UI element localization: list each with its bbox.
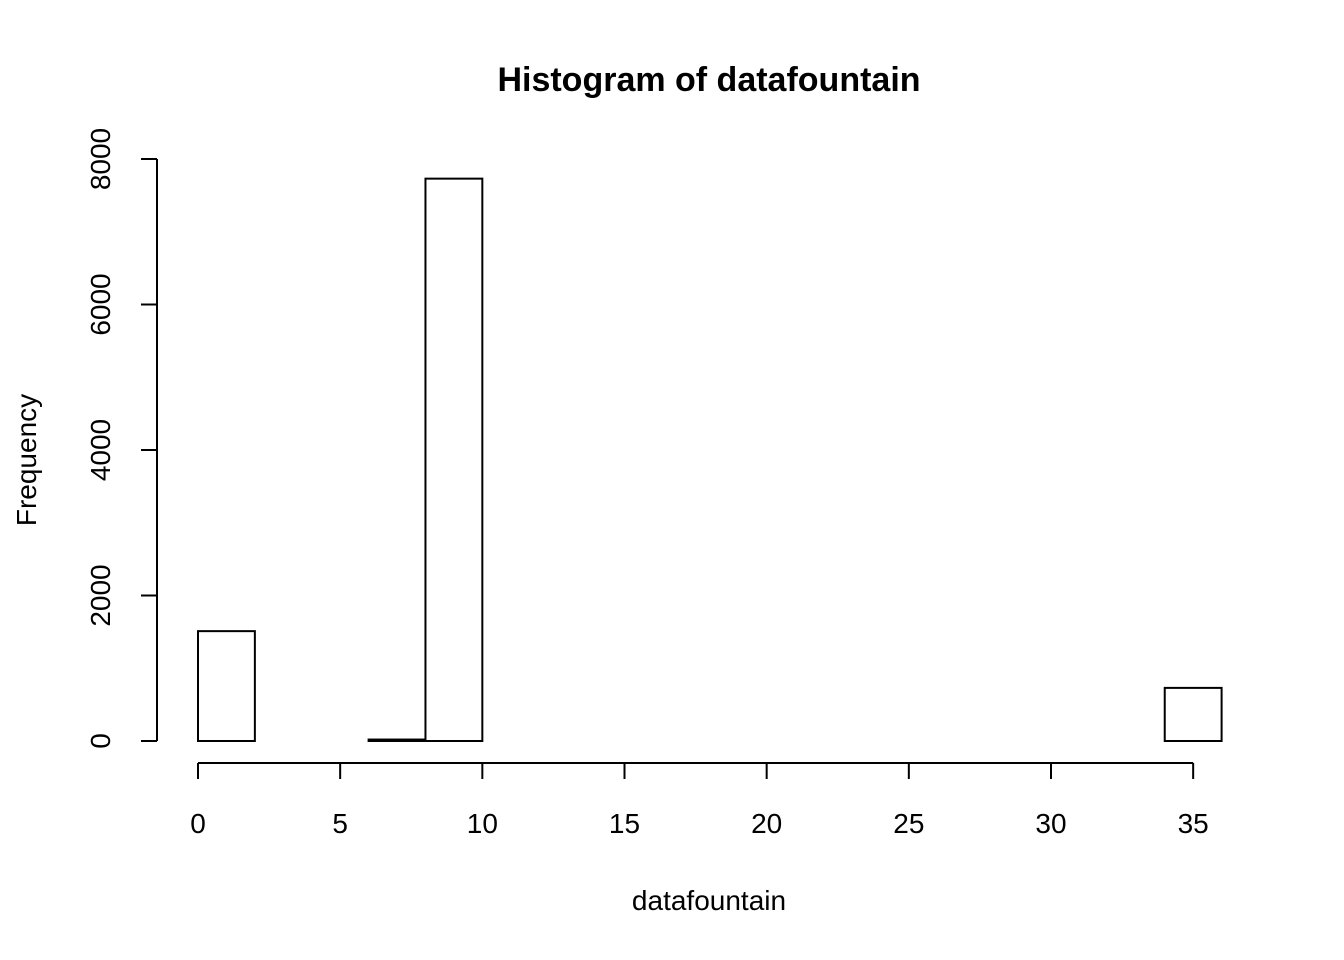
y-tick-label-2000: 2000 [85, 564, 116, 626]
x-tick-label-30: 30 [1035, 808, 1066, 839]
x-tick-label-25: 25 [893, 808, 924, 839]
x-axis: 0 5 10 15 20 25 30 35 [190, 762, 1209, 839]
histogram-bar-0 [197, 630, 256, 743]
histogram-bar-4 [424, 177, 484, 742]
y-axis-label: Frequency [11, 394, 42, 526]
histogram-bar-3 [367, 738, 427, 742]
x-tick-label-0: 0 [190, 808, 206, 839]
x-tick-label-20: 20 [751, 808, 782, 839]
x-tick-label-10: 10 [467, 808, 498, 839]
histogram-bars [197, 177, 1223, 743]
y-axis: 0 2000 4000 6000 8000 [85, 128, 158, 749]
x-tick-label-35: 35 [1178, 808, 1209, 839]
y-tick-label-8000: 8000 [85, 128, 116, 190]
y-tick-label-4000: 4000 [85, 419, 116, 481]
y-tick-label-6000: 6000 [85, 273, 116, 335]
x-tick-label-5: 5 [332, 808, 348, 839]
y-tick-label-0: 0 [85, 733, 116, 749]
x-tick-label-15: 15 [609, 808, 640, 839]
chart-title: Histogram of datafountain [497, 61, 920, 99]
histogram-bar-17 [1163, 686, 1223, 743]
x-axis-label: datafountain [632, 885, 786, 916]
